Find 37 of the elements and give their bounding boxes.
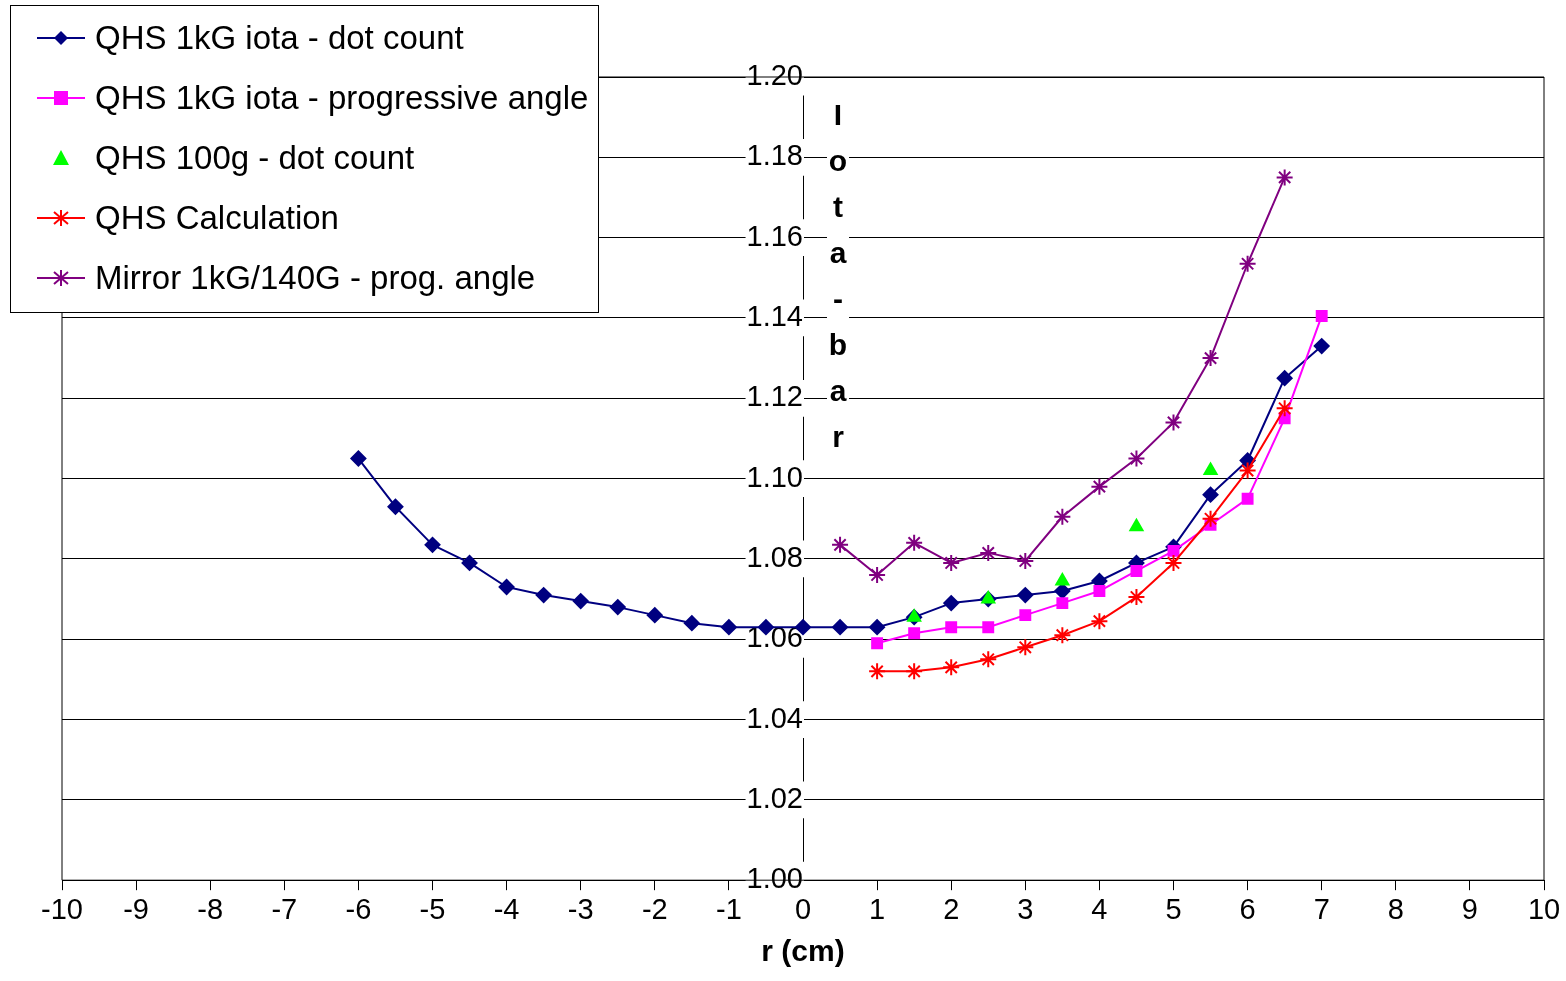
x-axis-title: r (cm): [761, 934, 845, 968]
x-tick-label: -3: [567, 892, 594, 925]
x-tick-label: 1: [869, 892, 886, 925]
legend-label: Mirror 1kG/140G - prog. angle: [95, 258, 536, 298]
x-tick-label: 6: [1239, 892, 1256, 925]
x-tick-label: -6: [345, 892, 372, 925]
x-tick-label: -9: [123, 892, 149, 925]
x-tick-label: -5: [419, 892, 446, 925]
x-tick-label: -8: [197, 892, 224, 925]
y-tick-label: 1.14: [746, 299, 803, 332]
x-tick-label: 4: [1091, 892, 1108, 925]
x-tick-label: 10: [1527, 892, 1561, 925]
x-tick-label: -7: [271, 892, 298, 925]
x-tick-label: -1: [716, 892, 742, 925]
legend-label: QHS 1kG iota - progressive angle: [95, 78, 589, 118]
x-tick-label: 8: [1387, 892, 1404, 925]
y-tick-label: 1.16: [746, 219, 803, 252]
x-tick-label: 5: [1165, 892, 1182, 925]
y-axis-title: Iota-bar: [827, 92, 849, 460]
y-tick-label: 1.02: [746, 781, 803, 814]
y-tick-label: 1.10: [746, 460, 803, 493]
legend-label: QHS Calculation: [95, 198, 339, 238]
x-tick-label: 3: [1017, 892, 1034, 925]
x-tick-label: 7: [1313, 892, 1330, 925]
x-tick-label: 9: [1461, 892, 1478, 925]
legend-label: QHS 1kG iota - dot count: [95, 18, 464, 58]
y-tick-label: 1.08: [746, 540, 803, 573]
x-tick-label: 2: [943, 892, 960, 925]
y-tick-label: 1.04: [746, 701, 803, 734]
y-tick-label: 1.18: [746, 139, 803, 172]
x-tick-label: -4: [493, 892, 520, 925]
y-tick-label: 1.12: [746, 380, 803, 413]
x-tick-label: -2: [641, 892, 668, 925]
legend-label: QHS 100g - dot count: [95, 138, 415, 178]
x-tick-label: 0: [794, 892, 812, 925]
x-tick-label: -10: [41, 892, 83, 925]
y-tick-label: 1.20: [746, 59, 803, 91]
